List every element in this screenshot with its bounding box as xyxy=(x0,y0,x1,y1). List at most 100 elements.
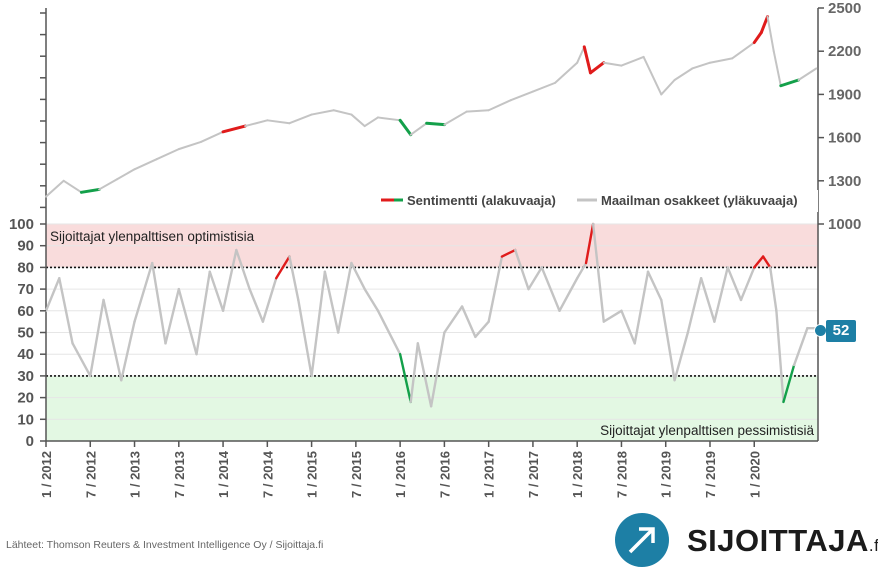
x-tick-label: 1 / 2019 xyxy=(659,451,674,498)
sentiment-segment xyxy=(739,266,756,302)
stocks-segment xyxy=(221,124,247,134)
x-tick-label: 1 / 2016 xyxy=(393,451,408,498)
sentiment-segment xyxy=(274,255,291,280)
stocks-segment xyxy=(673,67,694,81)
left-tick-label: 50 xyxy=(17,325,34,342)
stocks-segment xyxy=(772,50,782,87)
x-tick-label: 1 / 2020 xyxy=(747,451,762,498)
stocks-segment xyxy=(660,79,676,96)
stocks-segment xyxy=(266,119,291,125)
sentiment-segment xyxy=(686,277,703,334)
sentiment-segment xyxy=(288,255,300,302)
sentiment-segment xyxy=(699,277,716,323)
stocks-segment xyxy=(582,45,592,75)
sentiment-segment xyxy=(376,309,402,356)
stocks-segment xyxy=(45,179,65,198)
stocks-segment xyxy=(288,113,313,125)
sentiment-segment xyxy=(58,277,74,345)
sentiment-segment xyxy=(474,320,490,339)
pessimistic-zone xyxy=(46,375,818,441)
sentiment-segment xyxy=(753,255,765,269)
sentiment-segment xyxy=(514,248,530,291)
x-tick-label: 7 / 2014 xyxy=(260,450,275,498)
stocks-segment xyxy=(62,179,83,194)
left-tick-label: 90 xyxy=(17,238,34,255)
sentiment-segment xyxy=(336,261,353,334)
stocks-segment xyxy=(133,158,158,171)
right-tick-label: 2200 xyxy=(828,43,861,60)
left-tick-label: 0 xyxy=(26,433,34,450)
left-tick-label: 10 xyxy=(17,411,34,428)
x-tick-label: 7 / 2018 xyxy=(614,451,629,498)
sentiment-segment xyxy=(235,248,251,291)
stocks-segment xyxy=(487,99,512,112)
stocks-segment xyxy=(177,140,202,151)
stocks-segment xyxy=(554,61,579,84)
stocks-segment xyxy=(708,57,734,64)
right-tick-label: 1000 xyxy=(828,216,861,233)
sentiment-segment xyxy=(44,277,61,312)
sentiment-segment xyxy=(792,326,809,367)
sentiment-segment xyxy=(646,270,663,302)
stocks-segment xyxy=(98,178,118,191)
latest-value-badge: 52 xyxy=(826,320,856,342)
left-tick-label: 30 xyxy=(17,368,34,385)
sentiment-segment xyxy=(527,266,543,291)
sentiment-segment xyxy=(660,298,676,382)
logo-wordmark: SIJOITTAJA.fi xyxy=(687,523,878,558)
left-tick-label: 40 xyxy=(17,346,34,363)
sentiment-segment xyxy=(297,298,313,378)
sentiment-segment xyxy=(363,287,380,312)
stocks-segment xyxy=(398,118,413,137)
stocks-segment xyxy=(376,116,402,122)
sentiment-segment xyxy=(398,353,412,404)
stocks-segment xyxy=(425,121,446,127)
right-tick-label: 2500 xyxy=(828,0,861,17)
sentiment-segment xyxy=(350,261,366,291)
zone-pessimistic-label: Sijoittajat ylenpalttisen pessimistisiä xyxy=(600,423,814,438)
sentiment-segment xyxy=(591,222,605,323)
sentiment-segment xyxy=(633,270,650,345)
stocks-segment xyxy=(465,109,490,113)
sentiment-segment xyxy=(208,270,225,312)
stocks-segment xyxy=(588,61,606,75)
sentiment-segment xyxy=(102,298,123,382)
stocks-segment xyxy=(620,55,645,67)
left-tick-label: 100 xyxy=(9,216,34,233)
sentiment-segment xyxy=(575,261,588,280)
right-tick-label: 1300 xyxy=(828,173,861,190)
x-tick-label: 1 / 2015 xyxy=(305,451,320,498)
stocks-segment xyxy=(779,78,801,88)
legend-label-stocks: Maailman osakkeet (yläkuvaaja) xyxy=(601,193,798,208)
sentiment-segment xyxy=(620,309,636,345)
sentiment-segment xyxy=(500,248,517,258)
stocks-segment xyxy=(752,30,763,45)
stocks-segment xyxy=(332,109,353,116)
sentiment-segment xyxy=(71,342,92,378)
stocks-segment xyxy=(576,45,586,64)
sentiment-segment xyxy=(416,342,433,408)
sentiment-segment xyxy=(133,261,154,323)
x-tick-label: 1 / 2012 xyxy=(39,451,54,498)
sentiment-segment xyxy=(540,266,561,312)
sentiment-segment xyxy=(602,309,623,323)
sentiment-segment xyxy=(429,331,446,408)
left-tick-label: 70 xyxy=(17,281,34,298)
stocks-segment xyxy=(115,168,136,181)
stocks-segment xyxy=(766,15,775,53)
zone-optimistic-label: Sijoittajat ylenpalttisen optimistisia xyxy=(50,229,255,244)
world-stocks-line xyxy=(45,15,818,198)
stocks-segment xyxy=(350,113,366,128)
sentiment-segment xyxy=(248,287,265,323)
sentiment-segment xyxy=(761,255,772,269)
sentiment-segment xyxy=(782,363,796,404)
stocks-segment xyxy=(531,81,557,93)
sentiment-segment xyxy=(409,342,420,404)
stocks-segment xyxy=(759,15,770,34)
x-tick-label: 7 / 2016 xyxy=(437,451,452,498)
stocks-segment xyxy=(691,61,711,70)
sentiment-segment xyxy=(310,270,327,378)
left-tick-label: 60 xyxy=(17,303,34,320)
sentiment-segment xyxy=(221,248,238,312)
stocks-segment xyxy=(797,67,818,81)
